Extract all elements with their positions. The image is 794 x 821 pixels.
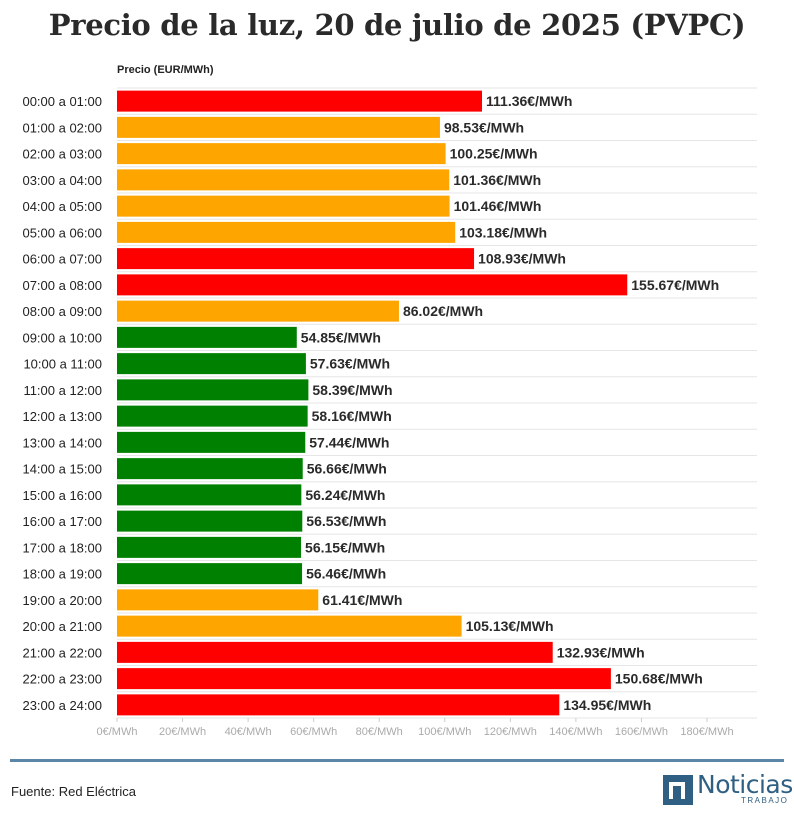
category-label: 05:00 a 06:00 <box>22 225 102 240</box>
category-label: 23:00 a 24:00 <box>22 698 102 713</box>
data-label: 101.46€/MWh <box>454 198 542 214</box>
category-label: 01:00 a 02:00 <box>22 120 102 135</box>
data-label: 155.67€/MWh <box>631 277 719 293</box>
data-label: 57.63€/MWh <box>310 356 390 372</box>
x-tick-label: 120€/MWh <box>484 726 537 738</box>
data-label: 98.53€/MWh <box>444 119 524 135</box>
bar <box>117 248 475 270</box>
y-axis-label: Precio (EUR/MWh) <box>117 64 214 76</box>
category-label: 22:00 a 23:00 <box>22 672 102 687</box>
category-label: 20:00 a 21:00 <box>22 619 102 634</box>
source-note: Fuente: Red Eléctrica <box>11 784 137 799</box>
category-label: 09:00 a 10:00 <box>22 330 102 345</box>
footer-divider <box>10 759 784 762</box>
bar <box>117 326 297 348</box>
category-label: 07:00 a 08:00 <box>22 278 102 293</box>
bar <box>117 510 303 532</box>
bar <box>117 300 399 322</box>
bar <box>117 143 446 165</box>
logo-subtitle: TRABAJO <box>741 796 789 805</box>
data-label: 100.25€/MWh <box>450 146 538 162</box>
x-tick-label: 60€/MWh <box>290 726 337 738</box>
data-label: 132.93€/MWh <box>557 644 645 660</box>
bar <box>117 431 306 453</box>
category-label: 00:00 a 01:00 <box>22 94 102 109</box>
bars: 00:00 a 01:00 111.36€/MWh 01:00 a 02:00 98.… <box>22 90 719 716</box>
data-label: 57.44€/MWh <box>309 434 389 450</box>
x-tick-label: 100€/MWh <box>418 726 471 738</box>
category-label: 11:00 a 12:00 <box>23 383 102 398</box>
bar <box>117 405 308 427</box>
data-label: 86.02€/MWh <box>403 303 483 319</box>
bar <box>117 353 306 375</box>
data-label: 134.95€/MWh <box>563 697 651 713</box>
category-label: 19:00 a 20:00 <box>22 593 102 608</box>
category-label: 15:00 a 16:00 <box>22 488 102 503</box>
logo-word: Noticias <box>697 770 793 799</box>
category-label: 13:00 a 14:00 <box>22 435 102 450</box>
x-tick-label: 160€/MWh <box>615 726 668 738</box>
data-label: 103.18€/MWh <box>459 224 547 240</box>
data-label: 56.15€/MWh <box>305 539 385 555</box>
bar-chart: Precio (EUR/MWh) 00:00 a 01:00 111.36€/MW… <box>22 64 757 738</box>
x-tick-label: 40€/MWh <box>225 726 272 738</box>
data-label: 56.24€/MWh <box>305 487 385 503</box>
x-axis-ticks: 0€/MWh 20€/MWh 40€/MWh 60€/MWh 80€/MWh 100€/M… <box>97 718 734 738</box>
category-label: 17:00 a 18:00 <box>22 540 102 555</box>
bar <box>117 668 611 690</box>
data-label: 150.68€/MWh <box>615 671 703 687</box>
bar <box>117 221 456 243</box>
grid-lines <box>117 87 757 719</box>
data-label: 105.13€/MWh <box>466 618 554 634</box>
category-label: 14:00 a 15:00 <box>22 462 102 477</box>
bar <box>117 484 302 506</box>
category-label: 02:00 a 03:00 <box>22 147 102 162</box>
data-label: 56.66€/MWh <box>307 461 387 477</box>
data-label: 101.36€/MWh <box>453 172 541 188</box>
chart-title: Precio de la luz, 20 de julio de 2025 (P… <box>48 8 746 42</box>
bar <box>117 563 303 585</box>
category-label: 03:00 a 04:00 <box>22 173 102 188</box>
bar <box>117 694 560 716</box>
category-label: 18:00 a 19:00 <box>22 567 102 582</box>
data-label: 58.16€/MWh <box>312 408 392 424</box>
category-label: 21:00 a 22:00 <box>22 645 102 660</box>
bar <box>117 641 553 663</box>
logo-mark-icon <box>663 775 693 805</box>
bar <box>117 379 309 401</box>
category-label: 08:00 a 09:00 <box>22 304 102 319</box>
x-tick-label: 140€/MWh <box>549 726 602 738</box>
category-label: 12:00 a 13:00 <box>22 409 102 424</box>
category-label: 04:00 a 05:00 <box>22 199 102 214</box>
data-label: 58.39€/MWh <box>312 382 392 398</box>
bar <box>117 195 450 217</box>
data-label: 111.36€/MWh <box>486 93 572 109</box>
x-tick-label: 0€/MWh <box>97 726 138 738</box>
bar <box>117 536 302 558</box>
category-label: 06:00 a 07:00 <box>22 252 102 267</box>
bar <box>117 274 628 296</box>
bar <box>117 169 450 191</box>
category-label: 10:00 a 11:00 <box>23 357 102 372</box>
brand-logo: Noticias TRABAJO <box>663 770 793 806</box>
data-label: 56.53€/MWh <box>306 513 386 529</box>
data-label: 56.46€/MWh <box>306 566 386 582</box>
data-label: 61.41€/MWh <box>322 592 402 608</box>
data-label: 108.93€/MWh <box>478 251 566 267</box>
bar <box>117 458 303 480</box>
bar <box>117 116 440 138</box>
x-tick-label: 180€/MWh <box>680 726 733 738</box>
bar <box>117 90 483 112</box>
data-label: 54.85€/MWh <box>301 329 381 345</box>
x-tick-label: 80€/MWh <box>356 726 403 738</box>
bar <box>117 615 462 637</box>
x-tick-label: 20€/MWh <box>159 726 206 738</box>
category-label: 16:00 a 17:00 <box>22 514 102 529</box>
bar <box>117 589 319 611</box>
